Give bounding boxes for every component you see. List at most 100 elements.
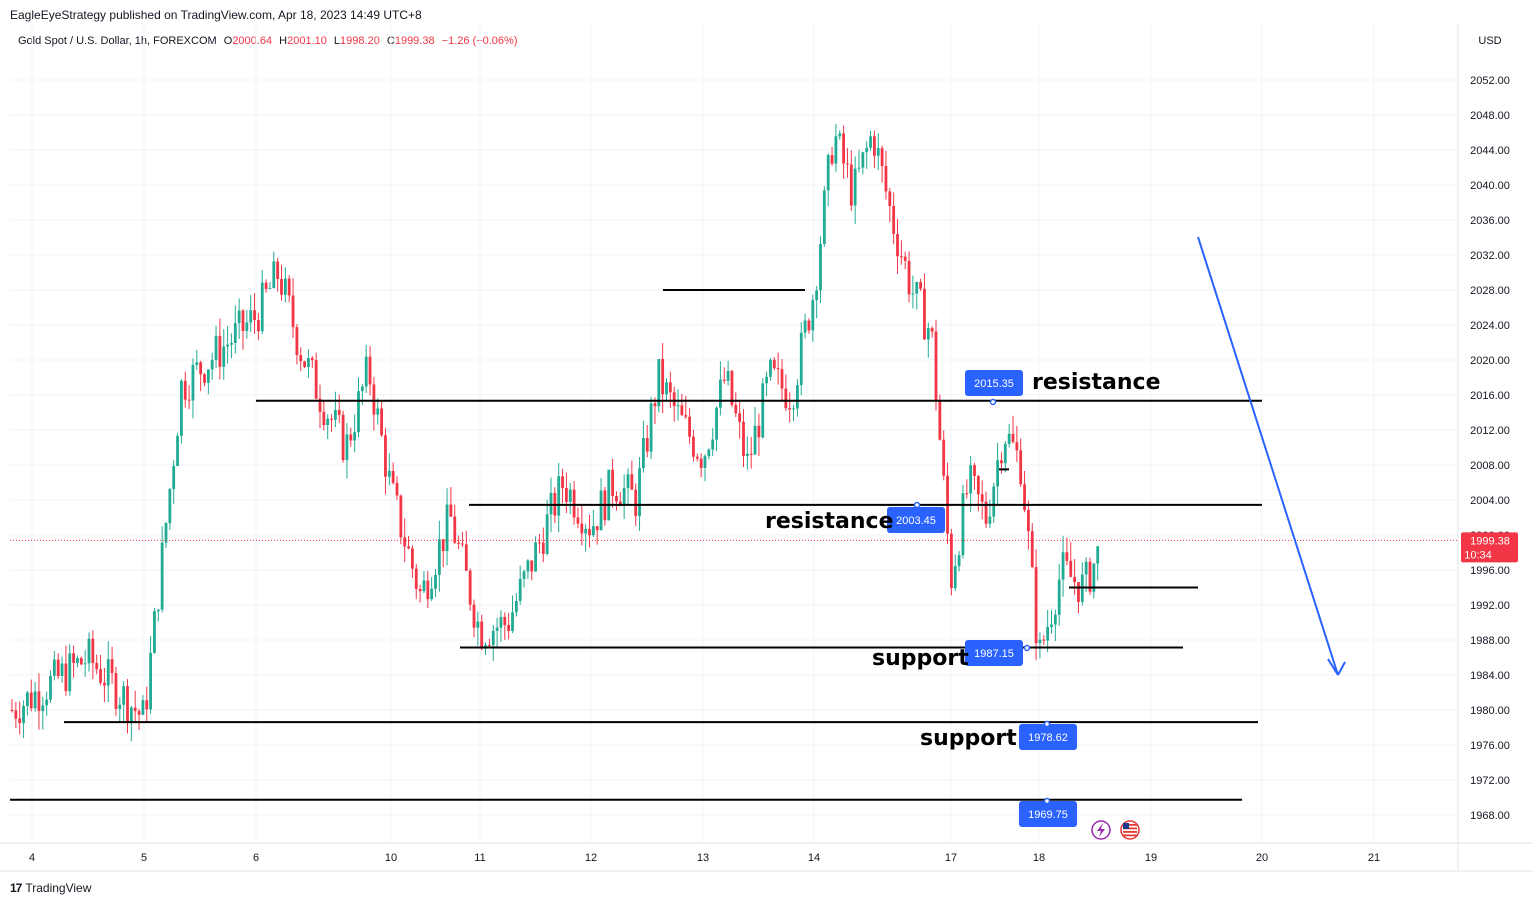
candle-body	[549, 493, 553, 515]
arrow-head-right	[1337, 661, 1346, 676]
price-tick-label: 1968.00	[1470, 810, 1510, 822]
badge-anchor-dot	[913, 501, 921, 509]
candle-body	[441, 539, 445, 551]
candle-body	[742, 421, 745, 456]
candle-body	[257, 320, 260, 332]
candle-body	[1011, 433, 1015, 443]
candle-body	[122, 686, 126, 705]
candle-body	[414, 568, 418, 589]
candle-body	[349, 434, 353, 441]
high-value: 2001.10	[287, 35, 327, 47]
candle-body	[692, 436, 695, 457]
high-label: H	[279, 35, 288, 47]
candle-body	[314, 360, 318, 399]
time-tick-label: 11	[474, 852, 485, 864]
candle-body	[665, 382, 668, 395]
candle-body	[168, 489, 172, 524]
candle-body	[822, 190, 826, 244]
candle-body	[711, 439, 715, 450]
price-tick-label: 2036.00	[1470, 215, 1510, 227]
footer-logo-text: TradingView	[25, 881, 92, 895]
candle-body	[210, 359, 214, 370]
candle-body	[749, 453, 753, 455]
candle-body	[530, 560, 534, 572]
candle-body	[926, 328, 930, 340]
candle-body	[407, 546, 410, 549]
candle-body	[461, 543, 464, 545]
candle-body	[534, 542, 537, 572]
candle-body	[584, 528, 588, 534]
symbol-name[interactable]: Gold Spot / U.S. Dollar, 1h, FOREXCOM	[18, 35, 217, 47]
candle-body	[37, 691, 41, 712]
candle-body	[137, 711, 141, 715]
candle-body	[1038, 639, 1042, 644]
price-tick-label: 2020.00	[1470, 355, 1510, 367]
us-flag-icon	[1120, 820, 1140, 840]
candle-body	[499, 617, 503, 628]
candle-body	[899, 256, 903, 258]
candle-body	[792, 408, 795, 410]
price-badge-2003.45	[887, 507, 945, 533]
candle-body	[1034, 567, 1038, 644]
candle-body	[380, 408, 383, 436]
candle-body	[22, 705, 25, 724]
candle-body	[626, 474, 630, 489]
candle-body	[453, 516, 457, 543]
candle-body	[237, 310, 241, 324]
candle-body	[869, 136, 872, 148]
candle-body	[873, 136, 876, 156]
candle-body	[876, 148, 880, 156]
candle-body	[214, 335, 218, 360]
time-tick-label: 18	[1033, 852, 1045, 864]
candle-body	[649, 403, 653, 452]
candle-body	[934, 331, 938, 401]
candle-body	[557, 476, 561, 516]
candle-body	[1065, 552, 1069, 561]
candle-body	[842, 133, 845, 164]
candle-body	[1000, 460, 1003, 464]
candle-body	[103, 682, 106, 686]
candle-body	[241, 310, 245, 332]
price-tick-label: 2032.00	[1470, 250, 1510, 262]
time-tick-label: 5	[141, 852, 147, 864]
candle-body	[1061, 552, 1065, 580]
time-tick-label: 19	[1145, 852, 1157, 864]
candle-body	[403, 537, 407, 547]
candle-body	[341, 414, 345, 460]
candle-body	[345, 434, 349, 460]
candle-body	[52, 659, 56, 676]
candle-body	[226, 344, 229, 347]
candle-body	[1077, 582, 1080, 602]
candle-body	[299, 355, 303, 362]
price-tick-label: 2040.00	[1470, 180, 1510, 192]
candle-body	[129, 707, 133, 723]
candle-body	[676, 405, 680, 407]
candle-body	[268, 287, 272, 289]
time-tick-label: 14	[808, 852, 820, 864]
candle-body	[861, 152, 865, 168]
candle-body	[1046, 626, 1050, 641]
candle-body	[10, 710, 14, 711]
candle-body	[180, 380, 183, 436]
candle-body	[260, 282, 264, 332]
footer: 17 TradingView	[10, 881, 91, 895]
candle-body	[1027, 510, 1030, 532]
candle-body	[838, 133, 842, 137]
candle-body	[788, 408, 792, 410]
candle-body	[1019, 450, 1023, 485]
candle-body	[1015, 442, 1019, 451]
candle-body	[599, 490, 603, 531]
time-axis[interactable]: 4 5 6 10 11 12 13 14 17 18 19 20 21	[29, 852, 1380, 864]
candle-body	[819, 243, 822, 291]
last-price-badge: 1999.38 10:34	[1461, 532, 1518, 563]
tradingview-logo-icon[interactable]: 17	[10, 881, 22, 895]
candle-body	[1096, 546, 1100, 564]
price-axis[interactable]: USD 2052.00 2048.00 2044.00 2040.00 2036.00 20…	[1470, 35, 1510, 822]
candle-body	[14, 710, 18, 719]
candle-body	[141, 700, 145, 715]
annotations-layer: 2015.35 2003.45 1987.15 1978.62 1969.75 resis…	[765, 370, 1161, 827]
price-tick-label: 2028.00	[1470, 285, 1510, 297]
candle-body	[765, 376, 768, 384]
candle-body	[110, 659, 114, 674]
